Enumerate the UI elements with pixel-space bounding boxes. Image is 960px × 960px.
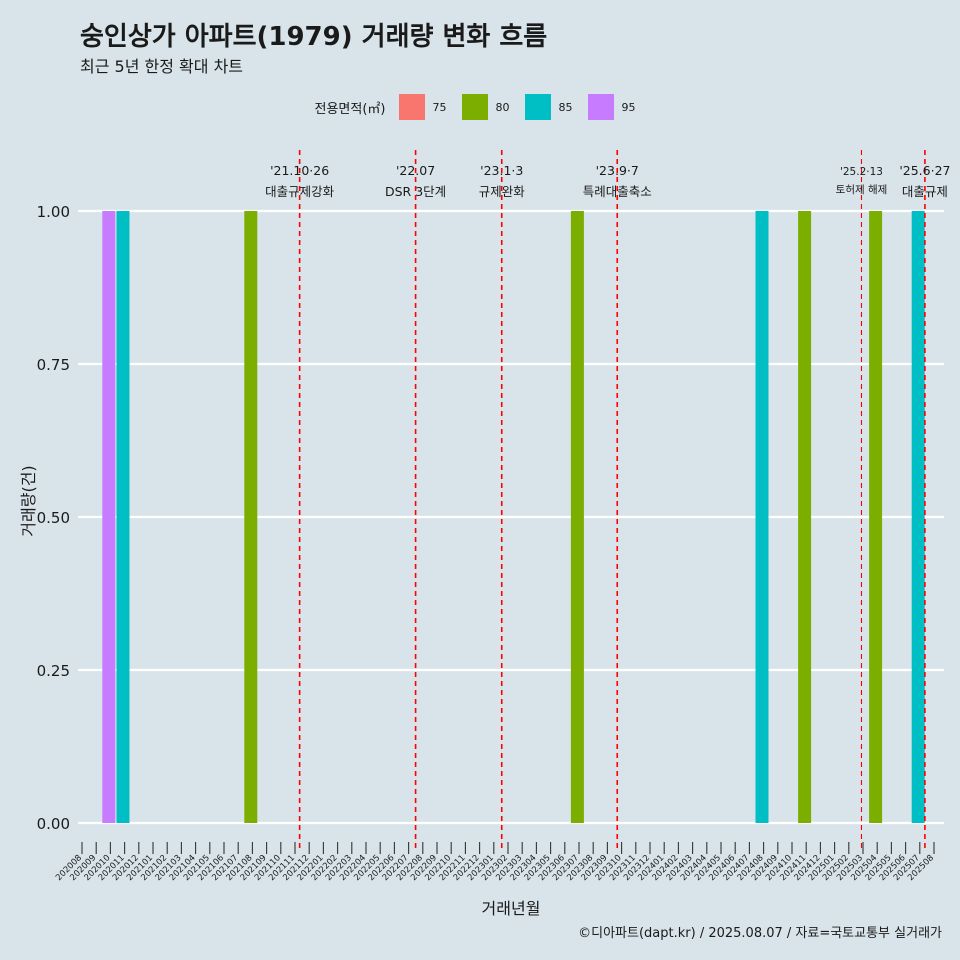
- event-name-label: DSR 3단계: [385, 184, 446, 199]
- grid-layer: [78, 209, 944, 825]
- legend-item-75: 75: [399, 94, 456, 120]
- legend-label-85: 85: [558, 100, 573, 114]
- event-date-label: '22.07: [396, 163, 435, 178]
- bar-202407: [755, 211, 769, 823]
- chart-title: 숭인상가 아파트(1979) 거래량 변화 흐름: [80, 22, 548, 52]
- annotation-layer: '21.10·26 대출규제강화 '22.07 DSR 3단계 '23.1·3 규제완화 '…: [265, 150, 950, 852]
- event-name-label: 대출규제강화: [265, 184, 335, 199]
- y-tick-label: 0.75: [37, 356, 70, 374]
- event-date-label: '25.6·27: [899, 163, 950, 178]
- event-name-label: 토허제 해제: [836, 183, 888, 196]
- bar-202010: [116, 211, 130, 823]
- caption: ©디아파트(dapt.kr) / 2025.08.07 / 자료=국토교통부 실…: [578, 926, 942, 941]
- bar-202410: [798, 211, 812, 823]
- event-name-label: 특례대출축소: [583, 184, 652, 199]
- legend-item-85: 85: [525, 94, 582, 120]
- legend-swatch-85: [525, 94, 552, 120]
- y-axis-title: 거래량(건): [19, 465, 38, 536]
- legend-label-80: 80: [495, 100, 510, 114]
- legend-swatch-95: [588, 94, 615, 120]
- event-date-label: '23.9·7: [596, 163, 639, 178]
- y-tick-label: 0.50: [37, 509, 70, 527]
- legend-item-95: 95: [588, 94, 645, 120]
- legend-label-75: 75: [432, 100, 447, 114]
- legend-title: 전용면적(㎡): [314, 101, 386, 117]
- event-date-label: '21.10·26: [270, 163, 329, 178]
- bar-202503: [869, 211, 883, 823]
- y-tick-label: 0.00: [37, 815, 70, 833]
- event-name-label: 규제완화: [479, 184, 526, 199]
- bar-layer: [102, 211, 925, 823]
- y-tick-label: 1.00: [37, 203, 70, 221]
- event-date-label: '23.1·3: [480, 163, 523, 178]
- bar-202009: [102, 211, 116, 823]
- chart-subtitle: 최근 5년 한정 확대 차트: [80, 57, 244, 76]
- event-date-label: '25.2·13: [840, 166, 883, 178]
- legend-item-80: 80: [462, 94, 519, 120]
- bar-202107: [244, 211, 258, 823]
- bar-202506: [911, 211, 925, 823]
- y-tick-label: 0.25: [37, 662, 70, 680]
- legend-label-95: 95: [621, 100, 636, 114]
- legend-swatch-80: [462, 94, 489, 120]
- event-name-label: 대출규제: [902, 184, 948, 199]
- bar-202306: [570, 211, 584, 823]
- x-axis-title: 거래년월: [482, 899, 541, 918]
- legend: 전용면적(㎡) 75 80 85 95: [0, 93, 960, 121]
- legend-swatch-75: [399, 94, 426, 120]
